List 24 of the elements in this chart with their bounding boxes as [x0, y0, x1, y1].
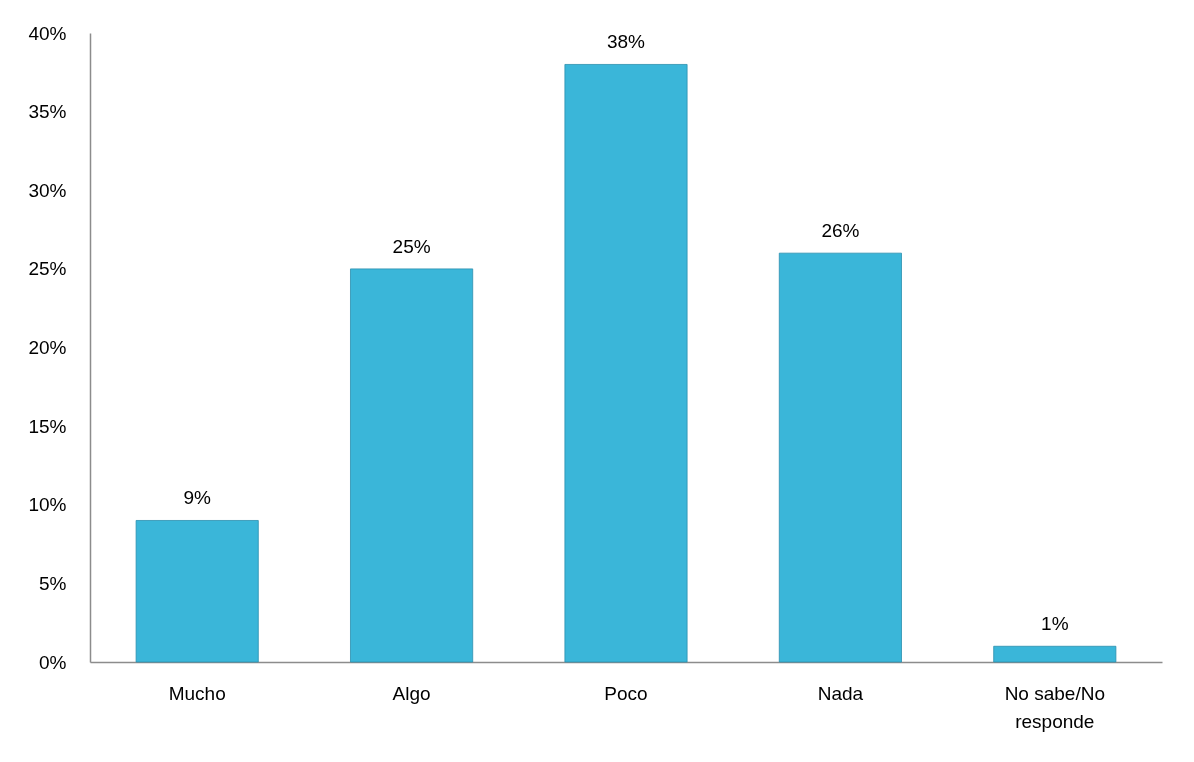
x-tick-label: Nada: [817, 682, 864, 704]
y-tick-label: 0%: [39, 651, 67, 673]
y-tick-label: 20%: [28, 337, 67, 358]
x-tick-label: Poco: [604, 682, 648, 704]
y-tick-label: 35%: [28, 101, 67, 123]
y-tick-label: 5%: [39, 572, 67, 594]
data-label: 26%: [821, 220, 860, 242]
bar: [564, 64, 688, 663]
y-tick-label: 40%: [28, 22, 67, 44]
y-tick-label: 15%: [28, 415, 67, 437]
x-tick-label: Algo: [392, 682, 431, 704]
x-tick-label: No sabe/No responde: [1004, 682, 1105, 732]
y-tick-label: 30%: [28, 179, 67, 201]
bar: [350, 268, 474, 663]
y-tick-label: 10%: [28, 494, 67, 516]
bar: [993, 645, 1117, 663]
data-label: 1%: [1041, 613, 1069, 635]
x-tick-label: Mucho: [168, 682, 226, 704]
data-label: 9%: [183, 487, 212, 509]
data-label: 38%: [606, 31, 646, 53]
bar: [135, 520, 259, 663]
data-label: 25%: [392, 235, 431, 257]
bar: [778, 252, 902, 663]
y-tick-label: 25%: [28, 258, 67, 280]
